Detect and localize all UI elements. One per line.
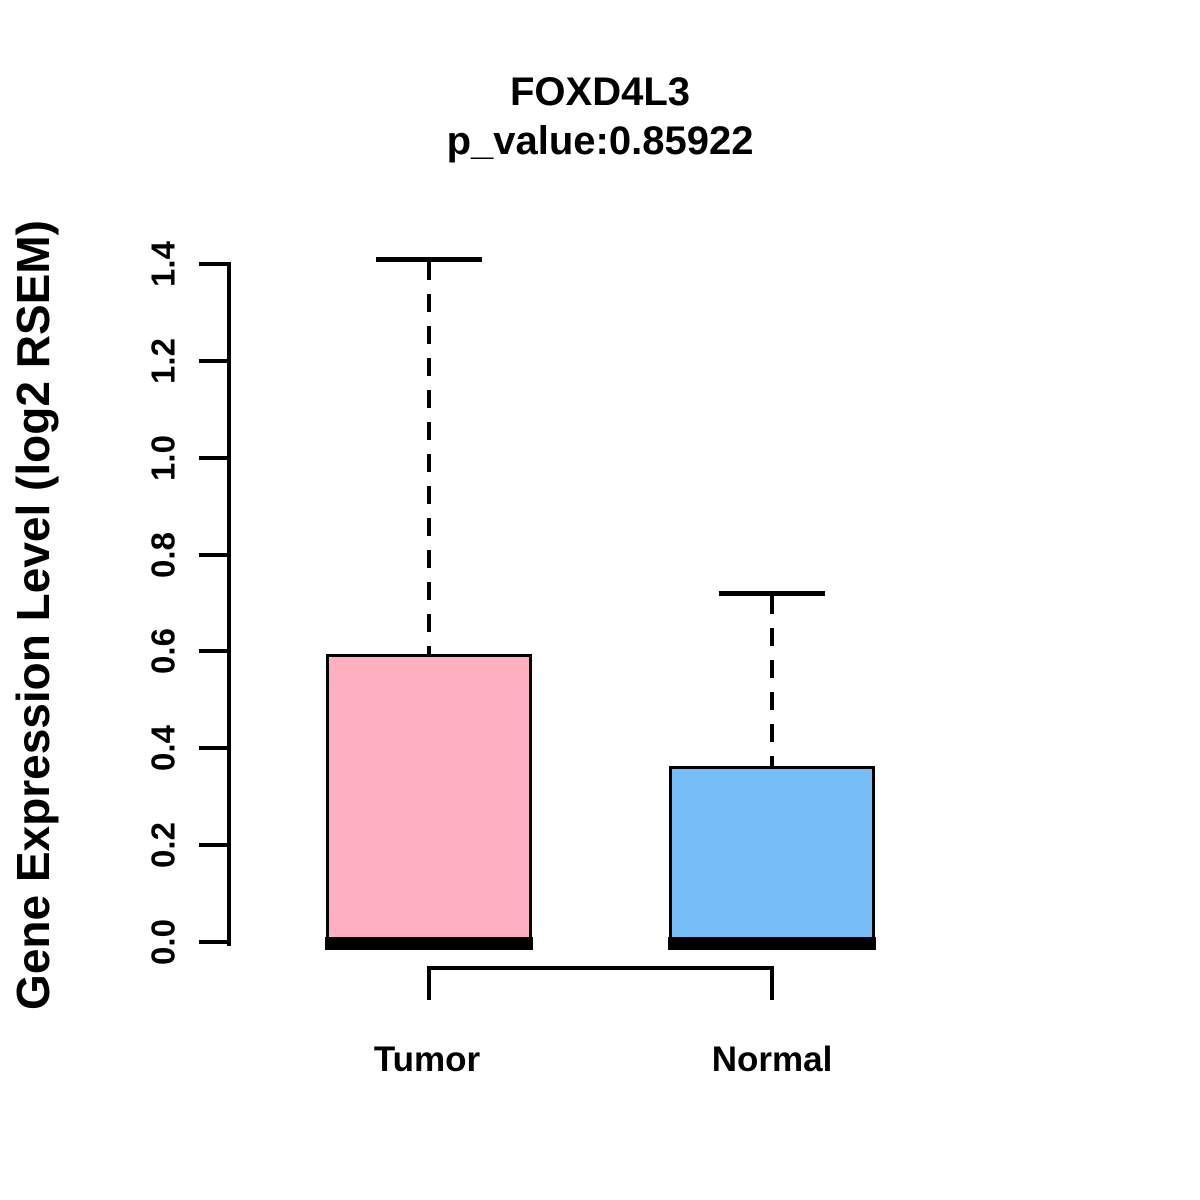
x-axis-line	[429, 966, 774, 970]
x-axis-tick-normal	[770, 966, 774, 1000]
y-tick-mark	[199, 746, 228, 751]
normal-median-line	[668, 937, 876, 950]
y-tick-label: 1.2	[144, 337, 182, 384]
y-tick-label: 0.6	[144, 628, 182, 675]
normal-whisker-cap	[719, 591, 825, 597]
y-tick-mark	[199, 649, 228, 654]
chart-subtitle: p_value:0.85922	[446, 119, 754, 163]
y-tick-mark	[199, 358, 228, 363]
y-tick-mark	[199, 940, 228, 944]
y-axis-line	[227, 262, 231, 946]
y-tick-label: 0.2	[144, 822, 182, 869]
y-tick-mark	[199, 262, 228, 266]
y-tick-label: 0.0	[144, 919, 182, 965]
tumor-whisker-line	[427, 262, 431, 657]
normal-box	[669, 765, 875, 944]
y-tick-mark	[199, 455, 228, 460]
y-tick-mark	[199, 843, 228, 848]
y-tick-label: 0.8	[144, 531, 182, 578]
tumor-median-line	[325, 937, 533, 950]
tumor-whisker-cap	[376, 257, 482, 263]
x-label-tumor: Tumor	[373, 1040, 481, 1079]
normal-whisker-line	[770, 596, 774, 768]
y-tick-mark	[199, 552, 228, 557]
x-label-normal: Normal	[711, 1040, 833, 1079]
y-tick-label: 0.4	[144, 725, 182, 772]
tumor-box	[326, 654, 532, 944]
y-tick-label: 1.0	[144, 434, 182, 481]
y-axis-label: Gene Expression Level (log2 RSEM)	[7, 220, 59, 1010]
chart-title: FOXD4L3	[509, 70, 691, 114]
x-axis-tick-tumor	[427, 966, 431, 1000]
y-tick-label: 1.4	[144, 241, 182, 287]
